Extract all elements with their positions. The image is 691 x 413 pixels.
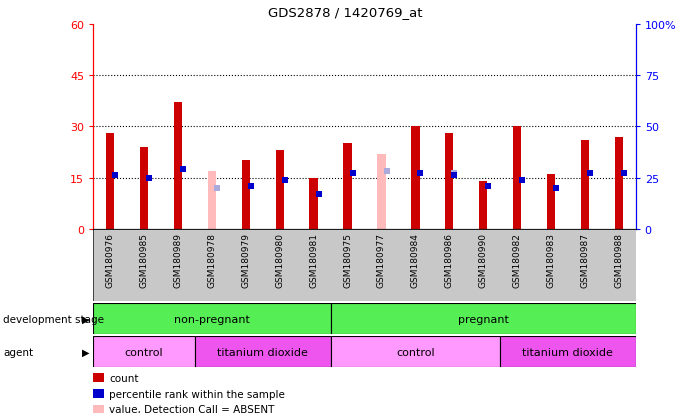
Bar: [174, 103, 182, 229]
Text: percentile rank within the sample: percentile rank within the sample: [109, 389, 285, 399]
Text: GSM180980: GSM180980: [275, 233, 284, 288]
Bar: [310, 178, 318, 229]
Text: GSM180979: GSM180979: [241, 233, 250, 288]
Text: GSM180982: GSM180982: [513, 233, 522, 287]
Bar: [377, 154, 386, 229]
Bar: [140, 147, 149, 229]
Bar: [330, 337, 500, 368]
Text: GDS2878 / 1420769_at: GDS2878 / 1420769_at: [268, 6, 423, 19]
Text: GSM180990: GSM180990: [479, 233, 488, 288]
Text: non-pregnant: non-pregnant: [174, 314, 250, 324]
Bar: [195, 337, 330, 368]
Bar: [513, 127, 521, 229]
Bar: [445, 151, 453, 229]
Text: pregnant: pregnant: [457, 314, 509, 324]
Bar: [411, 127, 419, 229]
Text: GSM180987: GSM180987: [580, 233, 589, 288]
Text: GSM180981: GSM180981: [309, 233, 318, 288]
Bar: [93, 337, 195, 368]
Text: titanium dioxide: titanium dioxide: [522, 347, 614, 357]
Text: GSM180975: GSM180975: [343, 233, 352, 288]
Text: development stage: development stage: [3, 314, 104, 324]
Text: ▶: ▶: [82, 314, 90, 324]
Text: GSM180985: GSM180985: [140, 233, 149, 288]
Bar: [330, 304, 636, 335]
Bar: [479, 182, 487, 229]
Bar: [276, 151, 284, 229]
Text: agent: agent: [3, 347, 34, 357]
Text: GSM180977: GSM180977: [377, 233, 386, 288]
Bar: [547, 175, 555, 229]
Bar: [500, 337, 636, 368]
Bar: [242, 161, 250, 229]
Bar: [614, 137, 623, 229]
Text: value, Detection Call = ABSENT: value, Detection Call = ABSENT: [109, 404, 274, 413]
Text: count: count: [109, 373, 139, 383]
Bar: [208, 171, 216, 229]
Text: GSM180988: GSM180988: [614, 233, 623, 288]
Text: GSM180983: GSM180983: [547, 233, 556, 288]
Bar: [93, 304, 330, 335]
Text: GSM180986: GSM180986: [445, 233, 454, 288]
Text: GSM180978: GSM180978: [207, 233, 216, 288]
Bar: [343, 144, 352, 229]
Bar: [580, 140, 589, 229]
Text: control: control: [396, 347, 435, 357]
Text: GSM180976: GSM180976: [106, 233, 115, 288]
Text: titanium dioxide: titanium dioxide: [218, 347, 308, 357]
Text: GSM180989: GSM180989: [173, 233, 182, 288]
Bar: [106, 134, 115, 229]
Bar: [445, 134, 453, 229]
Text: GSM180984: GSM180984: [411, 233, 420, 287]
Text: ▶: ▶: [82, 347, 90, 357]
Text: control: control: [125, 347, 164, 357]
